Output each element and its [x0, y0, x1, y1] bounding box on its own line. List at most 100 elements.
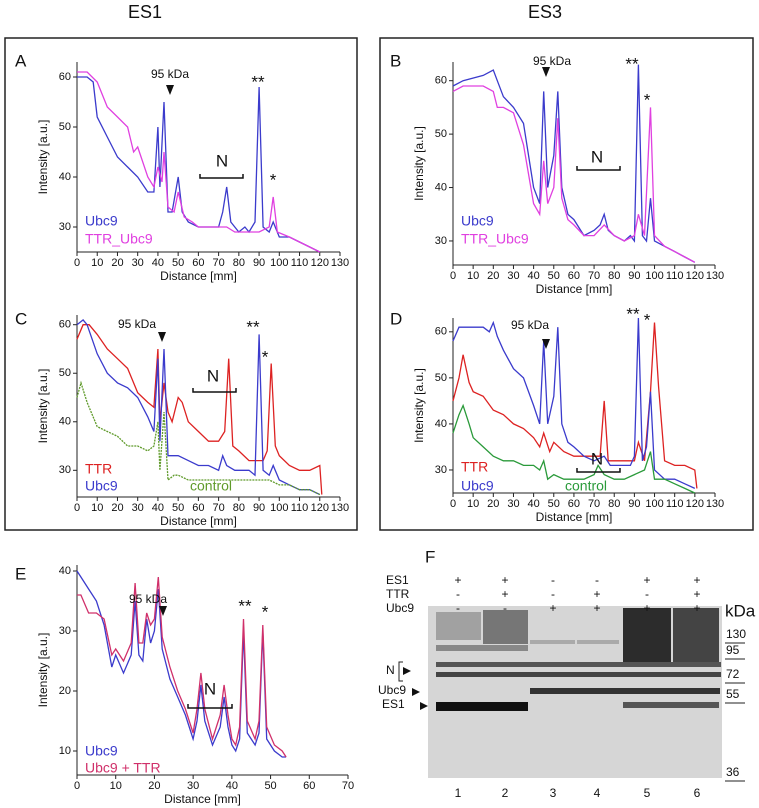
annotation: N: [591, 449, 603, 468]
arrow: [158, 332, 166, 342]
x-tick-label: 30: [507, 498, 519, 510]
sign: +: [693, 601, 700, 615]
marker-label: 95: [726, 643, 740, 657]
x-tick-label: 30: [132, 502, 144, 514]
legend-label: Ubc9: [461, 478, 494, 494]
legend-label: TTR_Ubc9: [461, 231, 529, 247]
bracket: [187, 704, 233, 709]
x-tick-label: 120: [686, 498, 704, 510]
x-tick-label: 80: [608, 498, 620, 510]
marker-label: 55: [726, 687, 740, 701]
marker-label: 130: [726, 627, 746, 641]
series-line: [76, 318, 321, 496]
marker-lines: [725, 642, 745, 782]
x-tick-label: 40: [527, 498, 539, 510]
sign: +: [593, 587, 600, 601]
band-label: ES1: [382, 697, 405, 711]
gel-image: [428, 606, 722, 778]
y-tick-label: 50: [435, 128, 447, 140]
y-tick-label: 60: [59, 319, 71, 331]
sign: +: [593, 601, 600, 615]
y-tick-label: 20: [59, 685, 71, 697]
x-tick-label: 20: [487, 498, 499, 510]
x-tick-label: 0: [74, 257, 80, 269]
x-tick-label: 100: [270, 257, 288, 269]
x-tick-label: 130: [331, 257, 349, 269]
annotation: *: [262, 602, 269, 621]
annotation: **: [251, 72, 265, 91]
annotation: *: [644, 310, 651, 329]
sign: +: [454, 573, 461, 587]
x-tick-label: 90: [253, 257, 265, 269]
x-tick-label: 110: [291, 257, 309, 269]
x-tick-label: 70: [588, 498, 600, 510]
x-tick-label: 90: [628, 270, 640, 282]
y-tick-label: 40: [435, 418, 447, 430]
row-label: TTR: [386, 587, 410, 601]
x-tick-label: 30: [507, 270, 519, 282]
lane-label: 4: [594, 786, 601, 800]
y-tick-label: 60: [435, 75, 447, 87]
x-axis-label: Distance [mm]: [536, 510, 613, 524]
legend-label: TTR_Ubc9: [85, 231, 153, 247]
x-tick-label: 100: [645, 270, 663, 282]
y-tick-label: 50: [59, 367, 71, 379]
sign: -: [551, 587, 555, 601]
x-axis-label: Distance [mm]: [160, 269, 237, 283]
annotation: N: [216, 151, 228, 170]
annotation: *: [270, 170, 277, 189]
arrow: [542, 67, 550, 77]
x-tick-label: 110: [666, 498, 684, 510]
row-label: ES1: [386, 573, 409, 587]
x-tick-label: 100: [270, 502, 288, 514]
y-tick-label: 40: [435, 181, 447, 193]
x-tick-label: 20: [487, 270, 499, 282]
y-tick-label: 30: [59, 221, 71, 233]
x-tick-label: 130: [706, 270, 724, 282]
x-tick-label: 60: [568, 270, 580, 282]
legend-label: TTR: [461, 459, 488, 475]
y-tick-label: 30: [435, 235, 447, 247]
x-tick-label: 50: [172, 257, 184, 269]
y-tick-label: 50: [435, 372, 447, 384]
legend-label: Ubc9: [85, 743, 118, 759]
y-axis-label: Intensity [a.u.]: [36, 369, 50, 444]
band-arrows: [403, 667, 428, 710]
legend-label: Ubc9 + TTR: [85, 760, 161, 776]
series-line: [76, 324, 323, 495]
legend-label: Ubc9: [461, 213, 494, 229]
sign: -: [645, 587, 649, 601]
y-axis-label: Intensity [a.u.]: [36, 120, 50, 195]
lane-label: 5: [644, 786, 651, 800]
x-tick-label: 30: [132, 257, 144, 269]
lane-label: 6: [694, 786, 701, 800]
annotation: 95 kDa: [129, 592, 167, 606]
panel-label: C: [15, 309, 27, 328]
bracket: [576, 468, 621, 473]
sign: -: [456, 601, 460, 615]
x-tick-label: 60: [303, 780, 315, 792]
panel-label: B: [390, 51, 401, 70]
x-tick-label: 40: [152, 257, 164, 269]
x-tick-label: 60: [192, 502, 204, 514]
y-tick-label: 60: [435, 326, 447, 338]
x-tick-label: 40: [226, 780, 238, 792]
sign: +: [643, 601, 650, 615]
annotation: 95 kDa: [118, 317, 156, 331]
panel-label: E: [15, 564, 26, 583]
lane-label: 1: [455, 786, 462, 800]
y-tick-label: 30: [435, 464, 447, 476]
x-tick-label: 130: [706, 498, 724, 510]
annotation: **: [625, 54, 639, 73]
sign: -: [551, 573, 555, 587]
y-tick-label: 40: [59, 416, 71, 428]
x-tick-label: 0: [74, 780, 80, 792]
series-line: [452, 317, 696, 489]
lane-label: 3: [550, 786, 557, 800]
sign: +: [501, 573, 508, 587]
x-tick-label: 60: [192, 257, 204, 269]
legend-label: Ubc9: [85, 478, 118, 494]
y-tick-label: 50: [59, 121, 71, 133]
series-line: [77, 71, 321, 253]
x-axis-label: Distance [mm]: [160, 514, 237, 528]
